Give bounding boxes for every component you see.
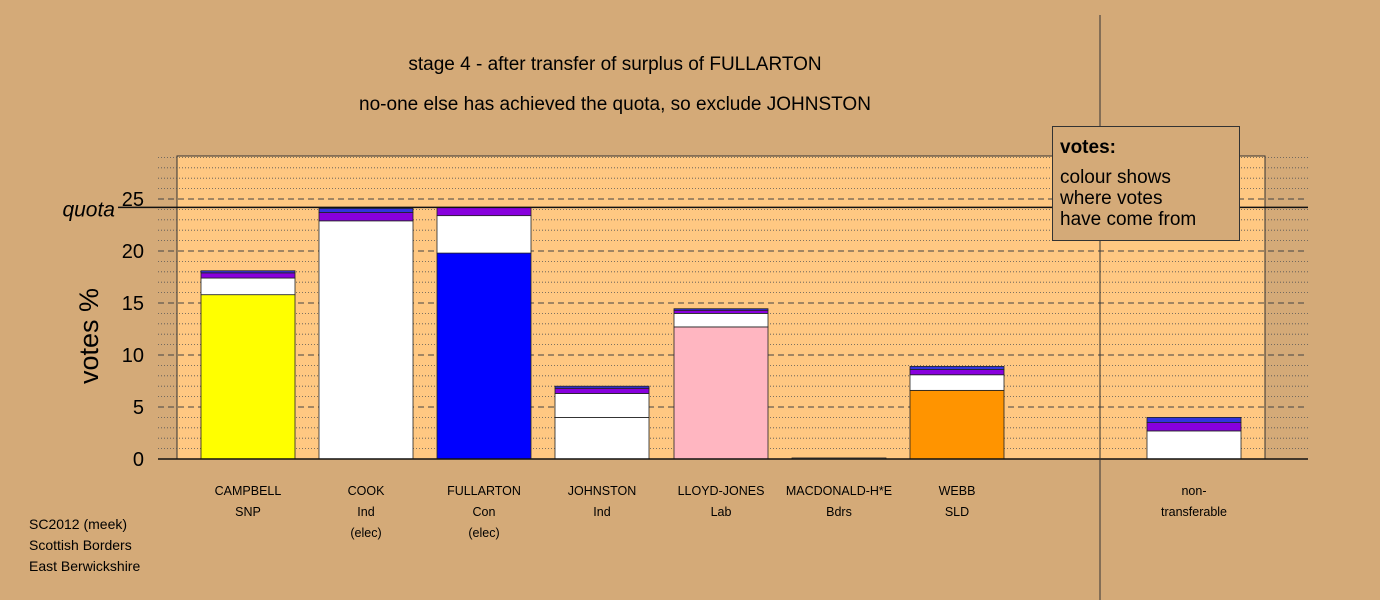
bar-segment [909,369,1005,376]
legend-title: votes: [1060,137,1116,158]
bar-segment [436,206,532,217]
x-tick-label: CAMPBELL [215,484,282,498]
bar-segment [673,308,769,311]
x-tick-label: SNP [235,505,261,519]
bar-segment [554,416,650,460]
y-tick-label: 15 [122,293,144,315]
bar-segment [200,272,296,279]
bar-segment [1146,430,1242,460]
x-tick-label: WEBB [939,484,976,498]
bar-segment [318,212,414,222]
bar-segment [318,220,414,460]
x-tick-label: JOHNSTON [568,484,637,498]
quota-label: quota [62,198,115,221]
bar-segment [1146,416,1242,423]
footer-line: East Berwickshire [29,558,141,574]
chart-title: stage 4 - after transfer of surplus of F… [408,54,822,75]
bar-segment [909,389,1005,460]
legend-line: where votes [1060,188,1163,209]
bar-segment [554,385,650,389]
bar-segment [673,309,769,314]
y-tick-label: 0 [133,449,144,471]
footer-line: Scottish Borders [29,537,132,553]
chart-subtitle: no-one else has achieved the quota, so e… [359,94,871,115]
x-tick-label: MACDONALD-H*E [786,484,892,498]
bar-segment [200,270,296,274]
y-axis-label: votes % [74,288,104,384]
bar-segment [673,326,769,460]
legend-box: votes: colour shows where votes have com… [1052,126,1240,241]
footer-line: SC2012 (meek) [29,516,128,532]
y-tick-label: 10 [122,345,144,367]
legend-line: have come from [1060,209,1197,230]
bar-segment [436,215,532,254]
bar-segment [909,374,1005,391]
x-tick-label: transferable [1161,505,1227,519]
y-tick-label: 5 [133,397,144,419]
bar-segment [1146,422,1242,432]
bar-segment [200,277,296,296]
x-tick-label: non- [1181,484,1206,498]
bar-segment [554,387,650,394]
x-tick-label: SLD [945,505,969,519]
x-tick-label: Bdrs [826,505,852,519]
bar-segment [673,312,769,328]
x-tick-label: Ind [593,505,610,519]
legend-body: colour shows where votes have come from [1060,167,1232,230]
x-tick-label: (elec) [468,526,499,540]
y-tick-label: 25 [122,189,144,211]
bar-segment [436,252,532,460]
x-tick-label: COOK [348,484,385,498]
x-tick-label: Con [473,505,496,519]
bar-segment [200,294,296,460]
footer: SC2012 (meek) Scottish Borders East Berw… [29,514,140,577]
x-tick-label: LLOYD-JONES [678,484,765,498]
legend-line: colour shows [1060,167,1171,188]
x-tick-label: (elec) [350,526,381,540]
bar-segment [554,393,650,418]
x-tick-label: FULLARTON [447,484,521,498]
x-tick-label: Lab [711,505,732,519]
y-tick-label: 20 [122,241,144,263]
x-tick-label: Ind [357,505,374,519]
bar-segment [318,207,414,213]
bar-segment [909,366,1005,370]
